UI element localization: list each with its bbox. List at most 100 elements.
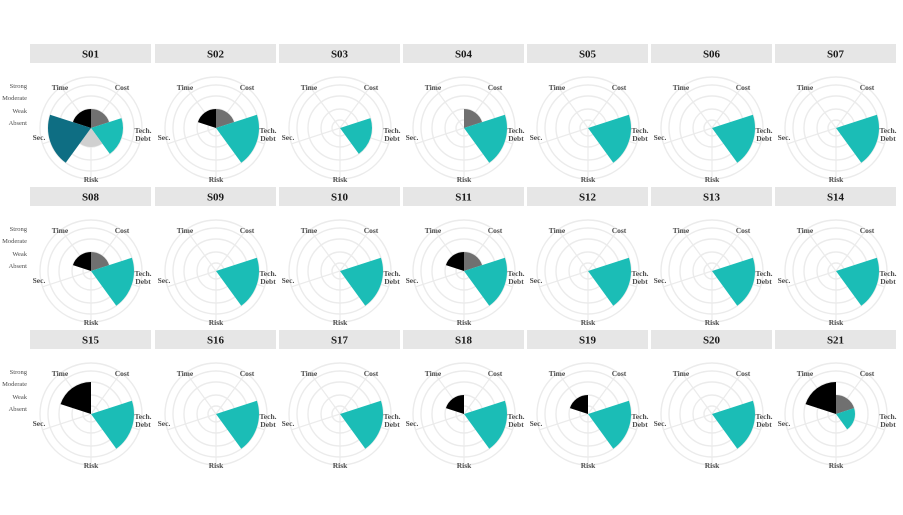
bar-s01-sec bbox=[47, 114, 91, 163]
bar-s19-time bbox=[569, 395, 588, 414]
axis-label-risk: Risk bbox=[829, 175, 844, 184]
axis-label-sec: Sec. bbox=[654, 133, 667, 142]
grid-spoke bbox=[167, 127, 217, 145]
axis-label-tech-debt: Tech. Debt bbox=[755, 412, 772, 429]
axis-label-time: Time bbox=[549, 226, 566, 235]
strip-bg bbox=[775, 187, 896, 206]
panel-s12: S12 Time Cost Tech. Debt Risk Sec. bbox=[527, 187, 649, 327]
axis-label-tech-debt: Tech. Debt bbox=[134, 126, 151, 143]
panel-s05: S05 Time Cost Tech. Debt Risk Sec. bbox=[527, 44, 649, 184]
grid-spoke bbox=[309, 86, 341, 129]
strip-bg bbox=[30, 330, 151, 349]
bar-s07-tech-debt bbox=[836, 114, 880, 163]
bar-s20-tech-debt bbox=[712, 400, 756, 449]
axis-label-time: Time bbox=[797, 226, 814, 235]
axis-label-time: Time bbox=[301, 369, 318, 378]
axis-label-time: Time bbox=[177, 83, 194, 92]
grid-spoke bbox=[309, 372, 341, 415]
axis-label-tech-debt: Tech. Debt bbox=[383, 269, 400, 286]
bar-s09-tech-debt bbox=[216, 257, 260, 306]
axis-label-sec: Sec. bbox=[654, 419, 667, 428]
bar-s18-time bbox=[445, 395, 464, 414]
axis-label-risk: Risk bbox=[829, 318, 844, 327]
axis-label-risk: Risk bbox=[705, 175, 720, 184]
bar-s08-tech-debt bbox=[91, 257, 135, 306]
panel-title: S17 bbox=[331, 335, 349, 347]
bar-s03-tech-debt bbox=[340, 118, 372, 154]
axis-label-tech-debt: Tech. Debt bbox=[879, 412, 896, 429]
grid-spoke bbox=[185, 372, 217, 415]
panel-title: S03 bbox=[331, 49, 349, 61]
bar-s21-time bbox=[805, 382, 836, 414]
axis-label-tech-debt: Tech. Debt bbox=[134, 412, 151, 429]
grid-spoke bbox=[805, 229, 837, 272]
axis-label-tech-debt: Tech. Debt bbox=[631, 412, 648, 429]
grid-spoke bbox=[711, 229, 743, 272]
grid-spoke bbox=[681, 372, 713, 415]
axis-label-sec: Sec. bbox=[530, 419, 543, 428]
strip-bg bbox=[651, 330, 772, 349]
axis-label-cost: Cost bbox=[736, 369, 751, 378]
level-label-weak: Weak bbox=[12, 108, 27, 115]
axis-label-time: Time bbox=[673, 369, 690, 378]
panel-title: S05 bbox=[579, 49, 597, 61]
grid-spoke bbox=[90, 372, 122, 415]
panel-s20: S20 Time Cost Tech. Debt Risk Sec. bbox=[651, 330, 773, 470]
axis-label-time: Time bbox=[52, 369, 69, 378]
axis-label-time: Time bbox=[797, 369, 814, 378]
bar-s13-tech-debt bbox=[712, 257, 756, 306]
grid-spoke bbox=[291, 413, 341, 431]
axis-label-sec: Sec. bbox=[530, 133, 543, 142]
grid-spoke bbox=[42, 413, 92, 431]
panel-s10: S10 Time Cost Tech. Debt Risk Sec. bbox=[279, 187, 401, 327]
axis-label-tech-debt: Tech. Debt bbox=[507, 269, 524, 286]
axis-label-sec: Sec. bbox=[158, 133, 171, 142]
axis-label-time: Time bbox=[177, 226, 194, 235]
axis-label-tech-debt: Tech. Debt bbox=[383, 126, 400, 143]
axis-label-risk: Risk bbox=[457, 175, 472, 184]
level-label-absent: Absent bbox=[9, 263, 28, 270]
level-label-strong: Strong bbox=[10, 83, 28, 90]
bar-s06-tech-debt bbox=[712, 114, 756, 163]
grid-spoke bbox=[539, 127, 589, 145]
grid-spoke bbox=[167, 413, 217, 431]
level-label-weak: Weak bbox=[12, 394, 27, 401]
grid-spoke bbox=[167, 270, 217, 288]
grid-spoke bbox=[663, 127, 713, 145]
axis-label-cost: Cost bbox=[488, 369, 503, 378]
grid-spoke bbox=[415, 413, 465, 431]
axis-label-risk: Risk bbox=[581, 461, 596, 470]
axis-label-time: Time bbox=[301, 83, 318, 92]
grid-spoke bbox=[663, 413, 713, 431]
bar-s15-time bbox=[60, 382, 91, 414]
panel-s11: S11 Time Cost Tech. Debt Risk Sec. bbox=[403, 187, 525, 327]
grid-spoke bbox=[557, 86, 589, 129]
axis-label-time: Time bbox=[425, 83, 442, 92]
strip-bg bbox=[279, 44, 400, 63]
axis-label-tech-debt: Tech. Debt bbox=[383, 412, 400, 429]
bar-s01-tech-debt bbox=[91, 118, 123, 154]
axis-label-risk: Risk bbox=[333, 461, 348, 470]
grid-spoke bbox=[42, 270, 92, 288]
grid-spoke bbox=[463, 372, 495, 415]
bar-s02-tech-debt bbox=[216, 114, 260, 163]
axis-label-risk: Risk bbox=[84, 461, 99, 470]
level-label-moderate: Moderate bbox=[2, 238, 27, 245]
axis-label-tech-debt: Tech. Debt bbox=[507, 412, 524, 429]
axis-label-tech-debt: Tech. Debt bbox=[631, 269, 648, 286]
axis-label-risk: Risk bbox=[705, 318, 720, 327]
axis-label-time: Time bbox=[425, 369, 442, 378]
axis-label-time: Time bbox=[797, 83, 814, 92]
grid-spoke bbox=[215, 229, 247, 272]
axis-label-cost: Cost bbox=[612, 369, 627, 378]
strip-bg bbox=[527, 44, 648, 63]
strip-bg bbox=[527, 330, 648, 349]
bar-s11-cost bbox=[464, 252, 483, 271]
axis-label-cost: Cost bbox=[488, 226, 503, 235]
panel-title: S02 bbox=[207, 49, 225, 61]
grid-spoke bbox=[835, 229, 867, 272]
grid-spoke bbox=[185, 229, 217, 272]
axis-label-sec: Sec. bbox=[282, 276, 295, 285]
strip-bg bbox=[775, 44, 896, 63]
